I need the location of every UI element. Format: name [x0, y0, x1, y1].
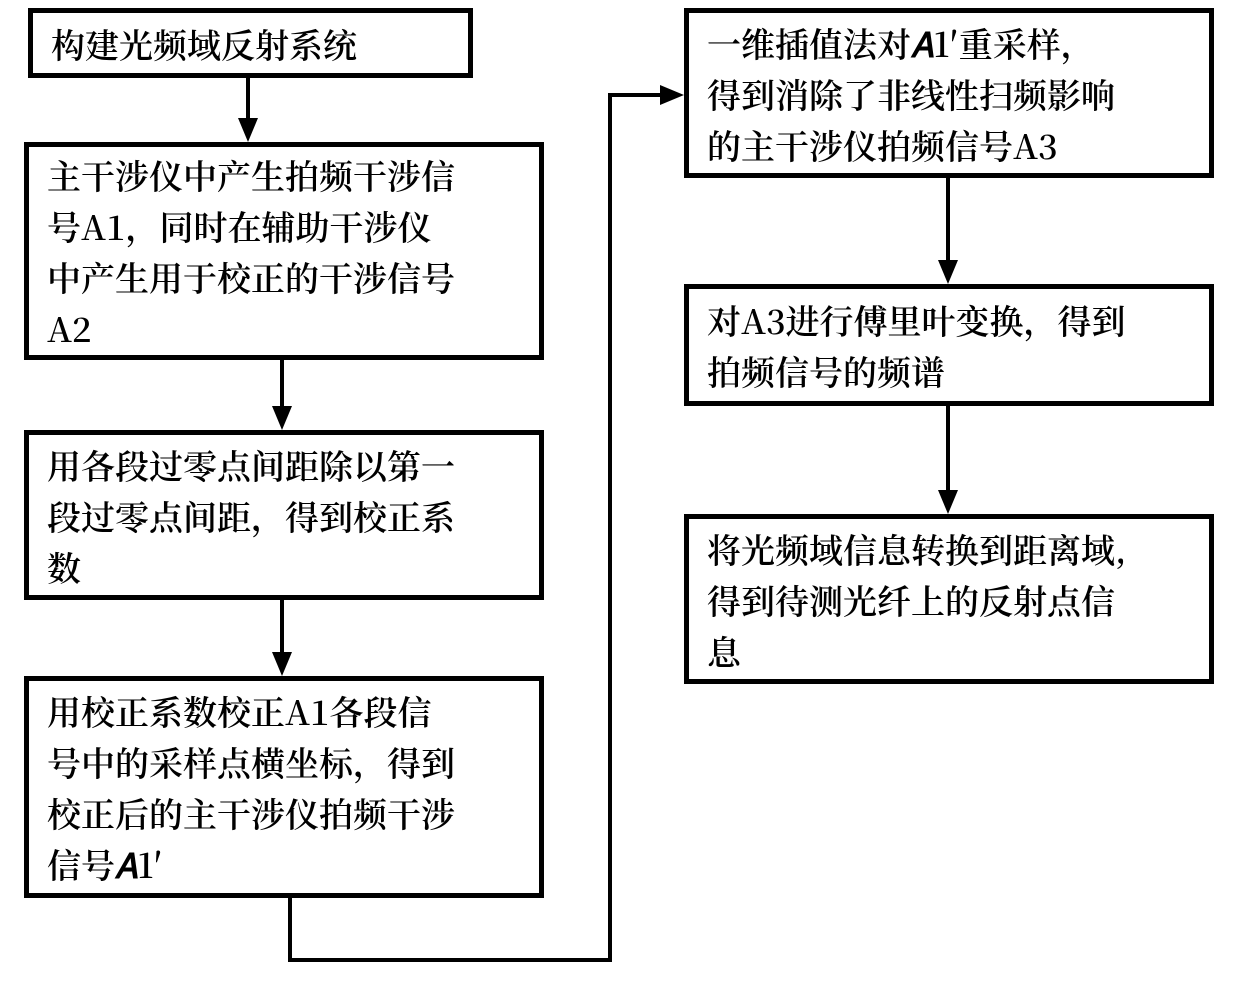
flowchart-node-line: 校正后的主干涉仪拍频干涉 [47, 787, 521, 838]
flowchart-node-line: 息 [707, 625, 1191, 676]
flowchart-node-line: A2 [47, 302, 521, 353]
flowchart-node-line: 得到消除了非线性扫频影响 [707, 68, 1191, 119]
flowchart-node-line: 号A1，同时在辅助干涉仪 [47, 200, 521, 251]
flowchart-node-n1: 构建光频域反射系统 [28, 8, 473, 78]
flowchart-node-line: 中产生用于校正的干涉信号 [47, 251, 521, 302]
flowchart-node-n5: 一维插值法对𝐴1′重采样，得到消除了非线性扫频影响的主干涉仪拍频信号A3 [684, 8, 1214, 178]
flowchart-node-line: 对A3进行傅里叶变换，得到 [707, 294, 1191, 345]
flowchart-node-line: 用各段过零点间距除以第一 [47, 439, 521, 490]
flowchart-node-line: 用校正系数校正A1各段信 [47, 685, 521, 736]
flowchart-node-line: 构建光频域反射系统 [51, 18, 450, 69]
flowchart-node-line: 将光频域信息转换到距离域, [707, 523, 1191, 574]
flowchart-node-n3: 用各段过零点间距除以第一段过零点间距，得到校正系数 [24, 430, 544, 600]
flowchart-node-line: 得到待测光纤上的反射点信 [707, 574, 1191, 625]
flowchart-node-line: 数 [47, 541, 521, 592]
flowchart-node-line: 主干涉仪中产生拍频干涉信 [47, 149, 521, 200]
flowchart-node-line: 拍频信号的频谱 [707, 345, 1191, 396]
flowchart-node-line: 段过零点间距，得到校正系 [47, 490, 521, 541]
flowchart-node-line: 的主干涉仪拍频信号A3 [707, 119, 1191, 170]
flowchart-node-line: 一维插值法对𝐴1′重采样， [707, 17, 1191, 68]
flowchart-node-line: 信号𝐴1′ [47, 838, 521, 889]
flowchart-node-n7: 将光频域信息转换到距离域,得到待测光纤上的反射点信息 [684, 514, 1214, 684]
flowchart-node-n4: 用校正系数校正A1各段信号中的采样点横坐标，得到校正后的主干涉仪拍频干涉信号𝐴1… [24, 676, 544, 898]
flowchart-node-n2: 主干涉仪中产生拍频干涉信号A1，同时在辅助干涉仪中产生用于校正的干涉信号A2 [24, 142, 544, 360]
flowchart-node-n6: 对A3进行傅里叶变换，得到拍频信号的频谱 [684, 284, 1214, 406]
flowchart-node-line: 号中的采样点横坐标，得到 [47, 736, 521, 787]
